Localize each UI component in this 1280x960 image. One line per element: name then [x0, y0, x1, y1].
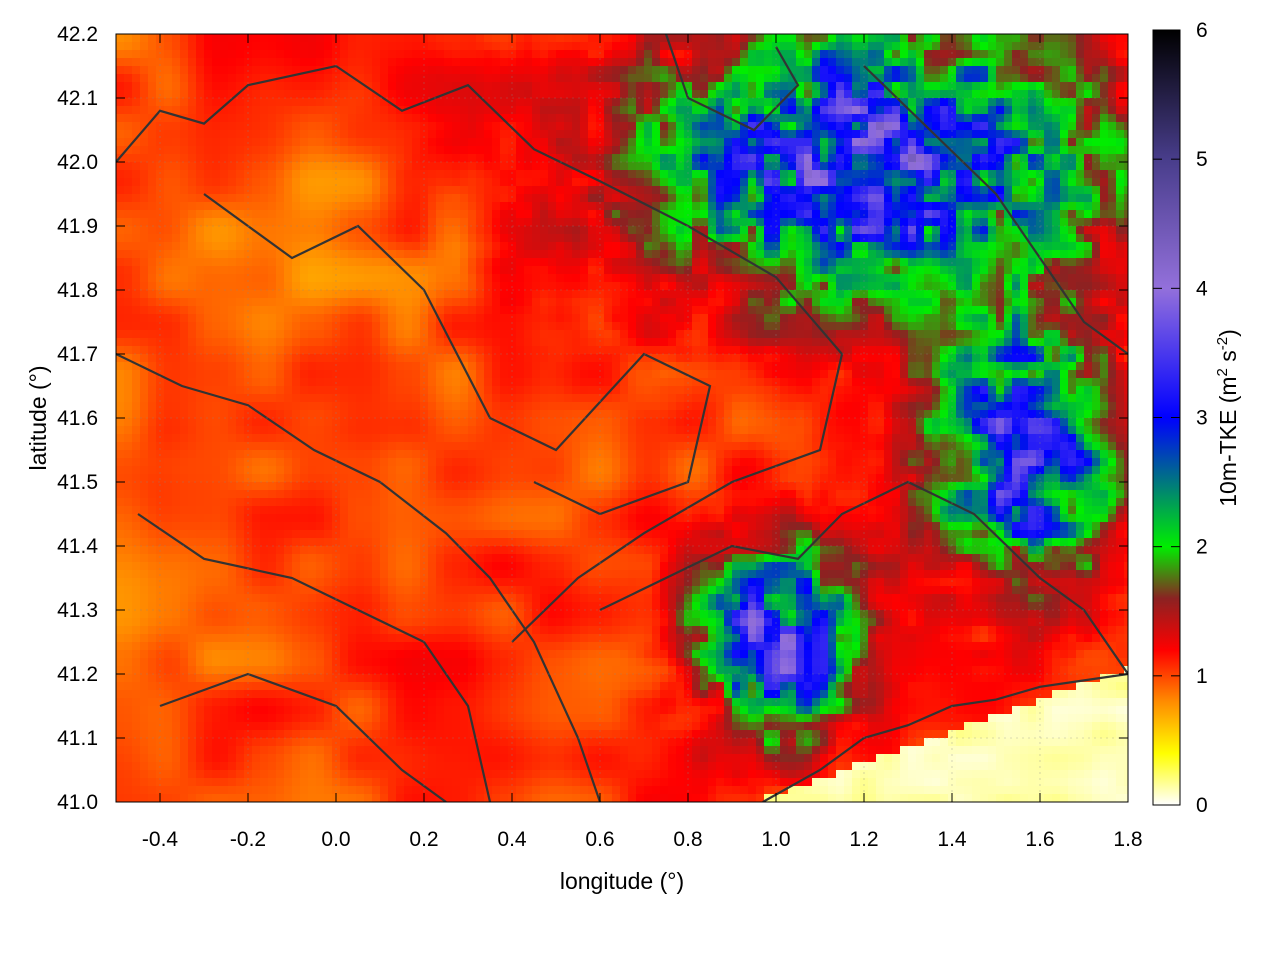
x-tick-label: -0.4 — [142, 828, 179, 851]
y-tick-label: 42.1 — [57, 87, 98, 110]
colorbar-ticks: 0 1 2 3 4 5 6 — [1153, 19, 1208, 817]
x-tick-label: 0.4 — [497, 828, 527, 851]
x-axis-label: longitude (°) — [560, 868, 684, 894]
x-tick-label: 0.8 — [673, 828, 702, 851]
x-tick-label: 0.6 — [585, 828, 614, 851]
y-tick-label: 42.0 — [57, 151, 98, 174]
x-tick-label: 1.0 — [761, 828, 790, 851]
contour-line — [664, 34, 800, 132]
colorbar-tick-label: 1 — [1196, 665, 1208, 688]
x-tick-label: 0.0 — [321, 828, 350, 851]
contour-line — [203, 193, 712, 516]
colorbar-label-end: ) — [1215, 329, 1241, 337]
colorbar-label: 10m-TKE (m2 s-2) — [1214, 329, 1241, 507]
y-tick-label: 41.6 — [57, 407, 98, 430]
y-tick-label: 41.2 — [57, 663, 98, 686]
x-tick-label: 1.4 — [937, 828, 967, 851]
colorbar-label-sup2: -2 — [1214, 337, 1231, 350]
x-tick-label: 1.6 — [1025, 828, 1054, 851]
tke-field — [116, 34, 1128, 802]
y-axis: 41.0 41.1 41.2 41.3 41.4 41.5 41.6 41.7 41.8 41.9… — [57, 23, 1128, 814]
y-tick-label: 41.8 — [57, 279, 98, 302]
contour-line — [599, 480, 1128, 675]
y-tick-label: 41.4 — [57, 535, 98, 558]
contour-line — [116, 64, 844, 643]
y-tick-label: 41.5 — [57, 471, 98, 494]
y-tick-label: 41.9 — [57, 215, 98, 238]
contour-line — [116, 353, 602, 802]
colorbar-label-mid: s — [1215, 350, 1241, 368]
colorbar-label-sup1: 2 — [1214, 368, 1231, 376]
x-tick-label: -0.2 — [230, 828, 266, 851]
y-tick-label: 41.0 — [57, 791, 98, 814]
grid-lines — [116, 34, 1128, 802]
y-tick-label: 41.1 — [57, 727, 98, 750]
y-tick-label: 41.3 — [57, 599, 98, 622]
y-tick-label: 41.7 — [57, 343, 98, 366]
plot-area — [115, 33, 1129, 803]
colorbar-tick-label: 0 — [1196, 794, 1208, 817]
colorbar-tick-label: 5 — [1196, 148, 1208, 171]
colorbar-label-main: 10m-TKE (m — [1215, 376, 1241, 506]
x-tick-label: 1.2 — [849, 828, 878, 851]
y-axis-label: latitude (°) — [25, 365, 51, 470]
colorbar-tick-label: 3 — [1196, 407, 1208, 430]
y-tick-label: 42.2 — [57, 23, 98, 46]
x-axis: -0.4 -0.2 0.0 0.2 0.4 0.6 0.8 1.0 1.2 1.4 1.6 1.8 — [142, 34, 1143, 851]
terrain-contours — [116, 34, 1128, 802]
x-tick-label: 1.8 — [1113, 828, 1142, 851]
colorbar-tick-label: 2 — [1196, 536, 1208, 559]
colorbar-tick-label: 6 — [1196, 19, 1208, 42]
x-tick-label: 0.2 — [409, 828, 438, 851]
colorbar-tick-label: 4 — [1196, 277, 1208, 300]
